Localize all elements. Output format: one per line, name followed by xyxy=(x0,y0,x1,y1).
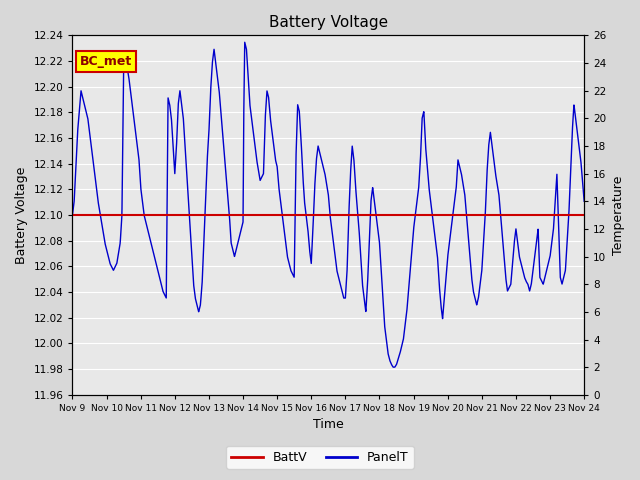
Y-axis label: Battery Voltage: Battery Voltage xyxy=(15,167,28,264)
Title: Battery Voltage: Battery Voltage xyxy=(269,15,388,30)
Y-axis label: Temperature: Temperature xyxy=(612,175,625,255)
Legend: BattV, PanelT: BattV, PanelT xyxy=(227,446,413,469)
Text: BC_met: BC_met xyxy=(80,55,132,68)
X-axis label: Time: Time xyxy=(313,419,344,432)
